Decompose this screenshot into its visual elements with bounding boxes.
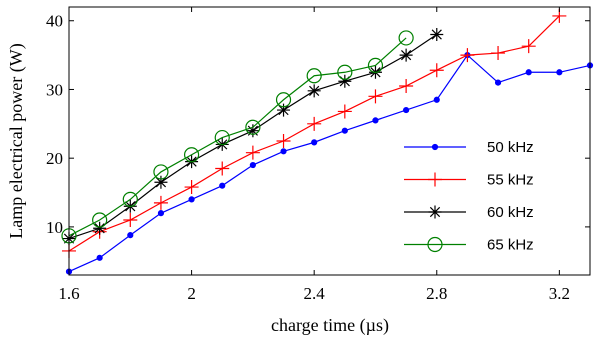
legend-entry-60-khz: 60 kHz	[404, 204, 534, 221]
data-point-55-khz	[307, 116, 322, 131]
data-point-65-khz	[122, 191, 138, 208]
data-point-55-khz	[245, 145, 260, 160]
data-point-65-khz	[92, 212, 108, 228]
data-point-50-khz	[96, 254, 103, 261]
data-point-50-khz	[188, 196, 195, 203]
data-point-60-khz	[338, 74, 352, 88]
legend: 50 kHz 55 kHz 60 kHz 65 kHz	[381, 128, 573, 261]
x-tick-label: 2	[187, 284, 196, 303]
data-point-55-khz	[276, 134, 291, 148]
x-tick-label: 3.2	[549, 284, 570, 303]
legend-label-60-khz: 60 kHz	[487, 204, 534, 221]
data-point-50-khz	[403, 106, 410, 114]
data-point-50-khz	[341, 127, 348, 134]
y-tick-label: 40	[46, 12, 63, 31]
data-point-65-khz	[398, 30, 414, 46]
legend-label-50-khz: 50 kHz	[487, 139, 534, 156]
y-tick-label: 30	[46, 80, 63, 99]
data-point-60-khz	[399, 48, 413, 62]
data-point-65-khz	[153, 164, 169, 180]
data-point-65-khz	[275, 92, 292, 108]
data-point-65-khz	[367, 57, 384, 74]
data-point-65-khz	[183, 147, 200, 163]
data-point-55-khz	[521, 39, 536, 54]
series-layer	[61, 8, 594, 275]
data-point-60-khz	[307, 84, 321, 98]
legend-marker-55-khz	[428, 172, 442, 187]
legend-box	[381, 128, 573, 261]
data-point-50-khz	[556, 69, 563, 76]
series-line-65-khz	[68, 37, 407, 237]
data-point-65-khz	[245, 119, 261, 135]
data-point-60-khz	[154, 175, 168, 189]
data-point-55-khz	[460, 48, 475, 63]
legend-marker-65-khz	[427, 236, 443, 253]
data-point-55-khz	[429, 63, 444, 78]
data-point-50-khz	[127, 232, 134, 239]
data-point-55-khz	[184, 180, 199, 195]
data-point-55-khz	[368, 89, 383, 104]
legend-label-65-khz: 65 kHz	[487, 237, 534, 254]
series-50-khz	[65, 52, 594, 275]
x-axis-label: charge time (µs)	[271, 315, 389, 336]
data-point-55-khz	[215, 161, 230, 176]
plot-frame	[68, 6, 591, 276]
data-point-60-khz	[246, 124, 260, 138]
data-point-60-khz	[93, 221, 107, 235]
data-point-50-khz	[157, 210, 165, 217]
data-point-50-khz	[433, 96, 440, 103]
legend-entry-50-khz: 50 kHz	[404, 139, 534, 156]
data-point-50-khz	[525, 69, 532, 76]
data-point-50-khz	[219, 182, 226, 189]
data-point-50-khz	[372, 117, 379, 124]
y-axis-label: Lamp electrical power (W)	[6, 43, 27, 238]
legend-label-55-khz: 55 kHz	[487, 172, 534, 189]
legend-entry-55-khz: 55 kHz	[404, 172, 534, 189]
data-point-50-khz	[494, 79, 502, 86]
data-point-55-khz	[153, 195, 168, 210]
data-point-55-khz	[491, 46, 506, 61]
legend-marker-50-khz	[431, 143, 439, 151]
y-tick-label: 20	[46, 149, 63, 168]
data-point-65-khz	[306, 68, 322, 84]
x-tick-label: 2.8	[426, 284, 447, 303]
series-line-50-khz	[68, 54, 591, 273]
y-tick-label: 10	[46, 218, 63, 237]
x-tick-label: 2.4	[304, 284, 326, 303]
data-point-55-khz	[399, 79, 414, 94]
data-point-50-khz	[280, 148, 287, 155]
data-point-65-khz	[214, 129, 230, 146]
legend-marker-60-khz	[428, 205, 442, 219]
data-point-55-khz	[337, 104, 352, 119]
data-point-60-khz	[430, 27, 444, 41]
legend-entry-65-khz: 65 kHz	[404, 237, 534, 254]
ticks-layer: 1.6 2 2.4 2.8 3.2 10 20 30 40	[46, 7, 590, 303]
series-65-khz	[61, 30, 414, 244]
data-point-50-khz	[311, 139, 318, 146]
data-point-50-khz	[249, 161, 256, 169]
data-point-55-khz	[123, 213, 138, 228]
data-point-65-khz	[337, 64, 353, 80]
x-tick-label: 1.6	[58, 284, 79, 303]
data-point-60-khz	[277, 103, 291, 117]
